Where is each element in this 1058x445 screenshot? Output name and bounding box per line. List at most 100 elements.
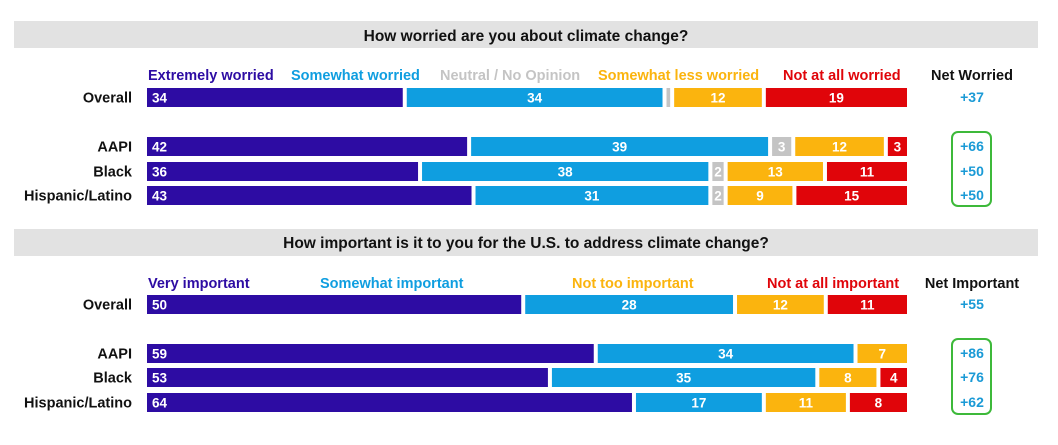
bar-segment	[765, 393, 846, 412]
bar-value-label: 43	[152, 189, 168, 204]
legend-entry: Somewhat less worried	[598, 68, 759, 84]
bar-value-label: 19	[829, 91, 844, 106]
bar-segment	[795, 137, 884, 156]
bar-value-label: 35	[676, 371, 692, 386]
bar-value-label: 12	[773, 298, 788, 313]
bar-segment	[406, 88, 663, 107]
bar-segment	[525, 295, 734, 314]
bar-segment	[147, 186, 472, 205]
bar-segment	[475, 186, 709, 205]
bar-segment	[666, 88, 671, 107]
bar-value-label: 31	[584, 189, 600, 204]
bar-segment	[727, 186, 793, 205]
net-value: +62	[960, 394, 984, 410]
bar-segment	[635, 393, 762, 412]
bar-value-label: 2	[714, 165, 722, 180]
net-value: +55	[960, 296, 984, 312]
net-header: Net Worried	[931, 68, 1013, 84]
bar-value-label: 53	[152, 371, 168, 386]
bar-segment	[819, 368, 877, 387]
bar-segment	[827, 295, 907, 314]
bar-value-label: 9	[756, 189, 764, 204]
bar-segment	[597, 344, 854, 363]
bar-value-label: 64	[152, 396, 168, 411]
net-value: +50	[960, 187, 984, 203]
legend-entry: Not too important	[572, 276, 694, 292]
chart-panel-2: How important is it to you for the U.S. …	[14, 229, 1038, 415]
bar-row: Overall 50 28 12 11 +55	[83, 295, 984, 314]
bar-segment	[147, 137, 468, 156]
bar-segment	[826, 162, 907, 181]
bar-segment	[727, 162, 823, 181]
bar-value-label: 59	[152, 347, 167, 362]
bar-value-label: 42	[152, 140, 167, 155]
bar-value-label: 7	[879, 347, 887, 362]
bar-segment	[796, 186, 907, 205]
bar-segment	[849, 393, 907, 412]
net-header: Net Important	[925, 276, 1019, 292]
bar-segment	[147, 295, 522, 314]
bar-value-label: 38	[558, 165, 574, 180]
bar-segment	[147, 88, 403, 107]
bar-segment	[674, 88, 762, 107]
bar-segment	[737, 295, 824, 314]
category-label: AAPI	[97, 140, 132, 156]
bar-segment	[147, 393, 632, 412]
category-label: Black	[93, 165, 133, 181]
bar-segment	[887, 137, 907, 156]
bar-value-label: 28	[622, 298, 638, 313]
net-value: +37	[960, 89, 984, 105]
net-highlight-box	[951, 338, 992, 415]
net-value: +66	[960, 138, 984, 154]
bar-segment	[551, 368, 816, 387]
chart-title: How worried are you about climate change…	[364, 28, 689, 45]
category-label: Black	[93, 371, 133, 387]
bar-segment	[857, 344, 907, 363]
legend-entry: Extremely worried	[148, 68, 274, 84]
chart-panel-1: How worried are you about climate change…	[14, 21, 1038, 207]
legend-entry: Neutral / No Opinion	[440, 68, 580, 84]
bar-row: Black 36 38 2 13 11 +50	[93, 162, 984, 181]
bar-segment	[147, 162, 419, 181]
category-label: Hispanic/Latino	[24, 189, 132, 205]
bar-row: Overall 34 34 12 19 +37	[83, 88, 984, 107]
bar-value-label: 8	[875, 396, 883, 411]
bar-value-label: 36	[152, 165, 168, 180]
category-label: Hispanic/Latino	[24, 396, 132, 412]
title-band	[14, 229, 1038, 256]
net-value: +76	[960, 369, 984, 385]
bar-value-label: 12	[710, 91, 725, 106]
legend-entry: Not at all worried	[783, 68, 901, 84]
legend-entry: Not at all important	[767, 276, 899, 292]
title-band	[14, 21, 1038, 48]
net-value: +50	[960, 163, 984, 179]
bar-value-label: 12	[832, 140, 847, 155]
bar-segment	[712, 162, 724, 181]
bar-segment	[712, 186, 724, 205]
bar-value-label: 4	[890, 371, 898, 386]
category-label: AAPI	[97, 347, 132, 363]
bar-segment	[147, 344, 594, 363]
bar-row: Black 53 35 8 4 +76	[93, 368, 984, 387]
bar-value-label: 11	[860, 298, 875, 313]
legend-entry: Somewhat worried	[291, 68, 420, 84]
bar-row: Hispanic/Latino 43 31 2 9 15 +50	[24, 186, 984, 205]
legend-entry: Somewhat important	[320, 276, 464, 292]
bar-value-label: 50	[152, 298, 167, 313]
bar-value-label: 15	[844, 189, 860, 204]
bar-value-label: 34	[527, 91, 543, 106]
bar-value-label: 11	[860, 165, 875, 180]
bar-segment	[471, 137, 769, 156]
bar-value-label: 34	[152, 91, 168, 106]
bar-value-label: 3	[778, 140, 786, 155]
bar-value-label: 11	[799, 396, 814, 411]
category-label: Overall	[83, 298, 132, 314]
net-value: +86	[960, 345, 984, 361]
bar-value-label: 13	[768, 165, 784, 180]
bar-value-label: 39	[612, 140, 627, 155]
legend-entry: Very important	[148, 276, 250, 292]
bar-value-label: 2	[714, 189, 722, 204]
bar-value-label: 3	[894, 140, 902, 155]
bar-segment	[147, 368, 548, 387]
